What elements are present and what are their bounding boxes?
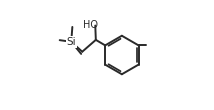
Text: HO: HO xyxy=(83,20,98,30)
Text: Si: Si xyxy=(66,37,76,47)
